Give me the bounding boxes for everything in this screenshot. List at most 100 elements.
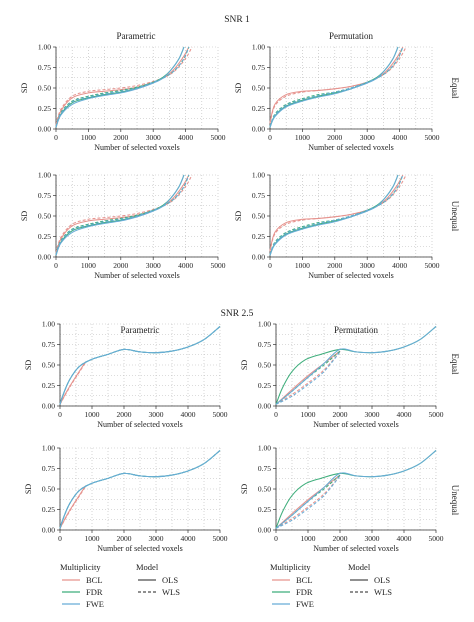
x-tick-label: 0 [54, 133, 58, 142]
y-tick-label: 0.25 [38, 104, 51, 113]
x-tick-label: 5000 [425, 261, 440, 270]
legend-label-wls-right: WLS [374, 587, 392, 597]
y-axis-title: SD [234, 211, 243, 221]
panel-snr-1-parametric-unequal: 0 1000 2000 3000 4000 5000 0.00 0.25 0.50 0.75 1.0… [20, 171, 226, 280]
column-title-permutation-snr1: Permutation [329, 31, 373, 41]
series-line-bcl-wls [275, 351, 341, 405]
x-tick-label: 3000 [365, 410, 380, 419]
y-axis-title: SD [240, 484, 249, 494]
y-tick-label: 0.75 [258, 340, 271, 349]
series-line-bcl-ols [275, 350, 341, 405]
block-title-snr25: SNR 2.5 [221, 309, 254, 319]
x-tick-label: 4000 [392, 261, 407, 270]
block-title-snr1: SNR 1 [224, 15, 250, 25]
y-axis-title: SD [20, 211, 29, 221]
x-tick-label: 4000 [392, 133, 407, 142]
x-tick-label: 2000 [117, 410, 132, 419]
x-tick-label: 0 [268, 261, 272, 270]
x-tick-label: 0 [58, 534, 62, 543]
series-line-bcl-ols [55, 46, 190, 126]
y-tick-label: 0.75 [252, 191, 265, 200]
y-tick-label: 0.75 [42, 464, 55, 473]
y-tick-label: 0.50 [252, 212, 265, 221]
y-tick-label: 0.50 [38, 84, 51, 93]
x-tick-label: 4000 [178, 133, 193, 142]
legend-label-fdr-right: FDR [296, 587, 313, 597]
legend-label-fwe: FWE [86, 599, 104, 609]
y-tick-label: 1.00 [252, 171, 265, 180]
y-tick-label: 0.50 [38, 212, 51, 221]
series-line-fwe-wls [55, 174, 190, 255]
legend-label-bcl-right: BCL [296, 575, 313, 585]
series-line-bcl-wls [55, 46, 193, 126]
chart-panels: 0 1000 2000 3000 4000 5000 0.00 0.25 0.50 0.75 1.0… [20, 43, 444, 553]
x-tick-label: 5000 [211, 261, 226, 270]
y-tick-label: 0.00 [42, 526, 55, 535]
y-tick-label: 0.00 [42, 402, 55, 411]
series-line-fwe-wls [55, 46, 190, 127]
y-tick-label: 1.00 [42, 444, 55, 453]
series-line-bcl-wls [59, 362, 87, 405]
legend-title-multiplicity: Multiplicity [60, 562, 101, 572]
x-tick-label: 2000 [333, 410, 348, 419]
y-tick-label: 0.25 [258, 505, 271, 514]
x-tick-label: 1000 [85, 534, 100, 543]
y-tick-label: 0.75 [252, 63, 265, 72]
series-line-fwe-ols [269, 46, 399, 128]
x-tick-label: 1000 [295, 261, 310, 270]
panel-snr-1-permutation-unequal: 0 1000 2000 3000 4000 5000 0.00 0.25 0.50 0.75 1.0… [234, 171, 440, 280]
x-tick-label: 2000 [327, 261, 342, 270]
series-line-fwe-ols [275, 450, 437, 529]
x-tick-label: 1000 [85, 410, 100, 419]
legend-label-ols-right: OLS [374, 575, 390, 585]
legend-title-multiplicity-right: Multiplicity [270, 562, 311, 572]
x-tick-label: 3000 [360, 133, 375, 142]
x-axis-title: Number of selected voxels [94, 271, 180, 280]
x-tick-label: 2000 [117, 534, 132, 543]
y-tick-label: 0.00 [252, 125, 265, 134]
x-tick-label: 5000 [213, 410, 228, 419]
x-axis-title: Number of selected voxels [308, 271, 394, 280]
panel-snr-2-5-permutation-unequal: 0 1000 2000 3000 4000 5000 0.00 0.25 0.50 0.75 1.0… [240, 444, 444, 553]
x-tick-label: 0 [54, 261, 58, 270]
y-axis-title: SD [234, 83, 243, 93]
x-tick-label: 5000 [425, 133, 440, 142]
y-tick-label: 0.00 [252, 253, 265, 262]
row-label-unequal-snr1: Unequal [450, 201, 460, 232]
y-tick-label: 1.00 [42, 320, 55, 329]
legend-label-fdr: FDR [86, 587, 103, 597]
legend-label-wls: WLS [162, 587, 180, 597]
x-tick-label: 2000 [327, 133, 342, 142]
panel-snr-2-5-parametric-unequal: 0 1000 2000 3000 4000 5000 0.00 0.25 0.50 0.75 1.0… [24, 444, 228, 553]
x-tick-label: 0 [274, 534, 278, 543]
series-line-fwe-wls [275, 351, 341, 405]
x-tick-label: 0 [274, 410, 278, 419]
x-tick-label: 2000 [113, 261, 128, 270]
series-line-bcl-wls [275, 475, 341, 529]
x-tick-label: 3000 [149, 410, 164, 419]
x-tick-label: 3000 [360, 261, 375, 270]
y-tick-label: 0.50 [42, 485, 55, 494]
series-line-bcl-wls [269, 174, 407, 252]
x-tick-label: 0 [268, 133, 272, 142]
y-tick-label: 0.50 [42, 361, 55, 370]
y-axis-title: SD [20, 83, 29, 93]
x-tick-label: 4000 [181, 410, 196, 419]
x-tick-label: 5000 [429, 534, 444, 543]
series-line-bcl-ols [275, 474, 341, 529]
x-axis-title: Number of selected voxels [308, 143, 394, 152]
series-line-fwe-wls [59, 450, 221, 529]
y-axis-title: SD [24, 484, 33, 494]
y-tick-label: 1.00 [252, 43, 265, 52]
x-tick-label: 1000 [81, 133, 96, 142]
row-label-unequal-snr25: Unequal [450, 485, 460, 516]
row-label-equal-snr1: Equal [450, 78, 460, 99]
y-tick-label: 0.00 [38, 125, 51, 134]
series-line-bcl-ols [55, 174, 190, 254]
x-tick-label: 3000 [149, 534, 164, 543]
x-tick-label: 1000 [301, 410, 316, 419]
y-tick-label: 0.50 [252, 84, 265, 93]
y-tick-label: 0.25 [38, 232, 51, 241]
series-line-bcl-wls [59, 486, 87, 529]
legend-label-ols: OLS [162, 575, 178, 585]
